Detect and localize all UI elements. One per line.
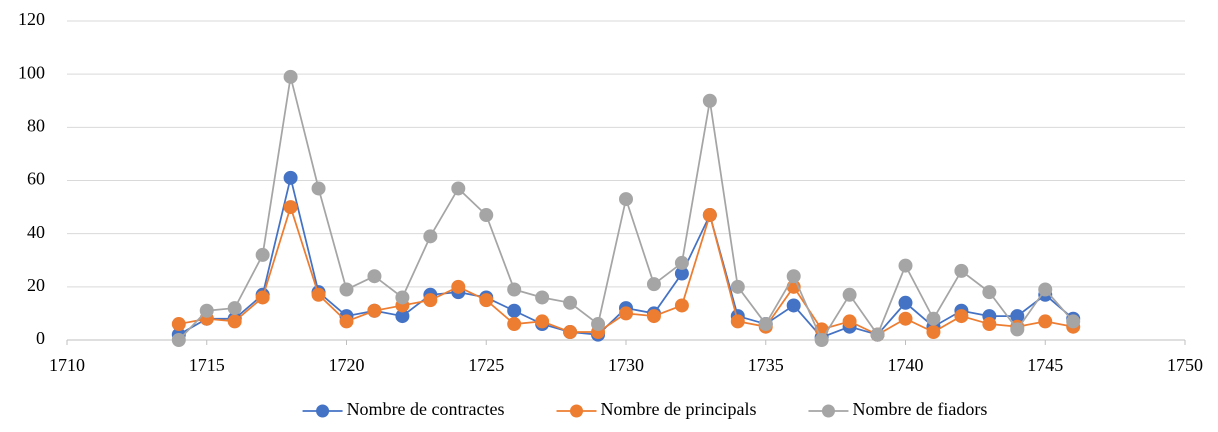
point [227,314,242,329]
legend-marker [821,404,835,418]
point [898,311,913,326]
y-tick-label: 20 [27,275,45,295]
point [255,247,270,262]
point [451,279,466,294]
x-tick-label: 1710 [49,355,85,375]
point [758,317,773,332]
y-tick-label: 100 [18,62,45,82]
point [339,314,354,329]
point [283,200,298,215]
point [423,229,438,244]
point [982,285,997,300]
point [730,314,745,329]
point [1010,322,1025,337]
legend-label: Nombre de contractes [347,399,505,419]
y-tick-label: 120 [18,9,45,29]
legend-marker [570,404,584,418]
x-tick-label: 1715 [189,355,225,375]
x-tick-label: 1725 [468,355,504,375]
point [674,255,689,270]
point [1038,314,1053,329]
point [283,170,298,185]
point [367,303,382,318]
point [535,290,550,305]
point [646,277,661,292]
point [423,293,438,308]
point [479,208,494,223]
point [702,93,717,108]
point [1066,314,1081,329]
y-tick-label: 40 [27,222,45,242]
point [1038,282,1053,297]
point [283,69,298,84]
series [171,69,1081,347]
point [311,287,326,302]
point [870,327,885,342]
legend-marker [316,404,330,418]
series [171,200,1081,342]
point [311,181,326,196]
y-tick-label: 80 [27,115,45,135]
point [730,279,745,294]
point [954,263,969,278]
point [255,290,270,305]
point [171,317,186,332]
point [451,181,466,196]
point [479,293,494,308]
line [178,76,1074,342]
point [199,303,214,318]
point [535,314,550,329]
point [646,309,661,324]
point [339,282,354,297]
point [171,333,186,347]
point [227,301,242,316]
x-tick-label: 1745 [1027,355,1063,375]
point [563,325,578,340]
x-tick-label: 1720 [329,355,365,375]
x-tick-label: 1750 [1167,355,1203,375]
point [395,290,410,305]
legend-label: Nombre de fiadors [852,399,987,419]
point [786,269,801,284]
point [702,208,717,223]
point [563,295,578,310]
point [926,325,941,340]
point [507,303,522,318]
point [842,287,857,302]
x-tick-label: 1735 [748,355,784,375]
point [367,269,382,284]
point [814,333,829,347]
x-tick-label: 1740 [888,355,924,375]
point [954,309,969,324]
point [898,258,913,273]
point [674,298,689,313]
y-tick-label: 0 [36,328,45,348]
point [507,282,522,297]
point [898,295,913,310]
point [619,306,633,321]
x-tick-label: 1730 [608,355,644,375]
point [786,298,801,313]
point [982,317,997,332]
point [926,311,941,326]
point [507,317,522,332]
y-tick-label: 60 [27,169,45,189]
legend-label: Nombre de principals [601,399,757,419]
point [591,317,606,332]
point [842,314,857,329]
point [619,192,633,207]
